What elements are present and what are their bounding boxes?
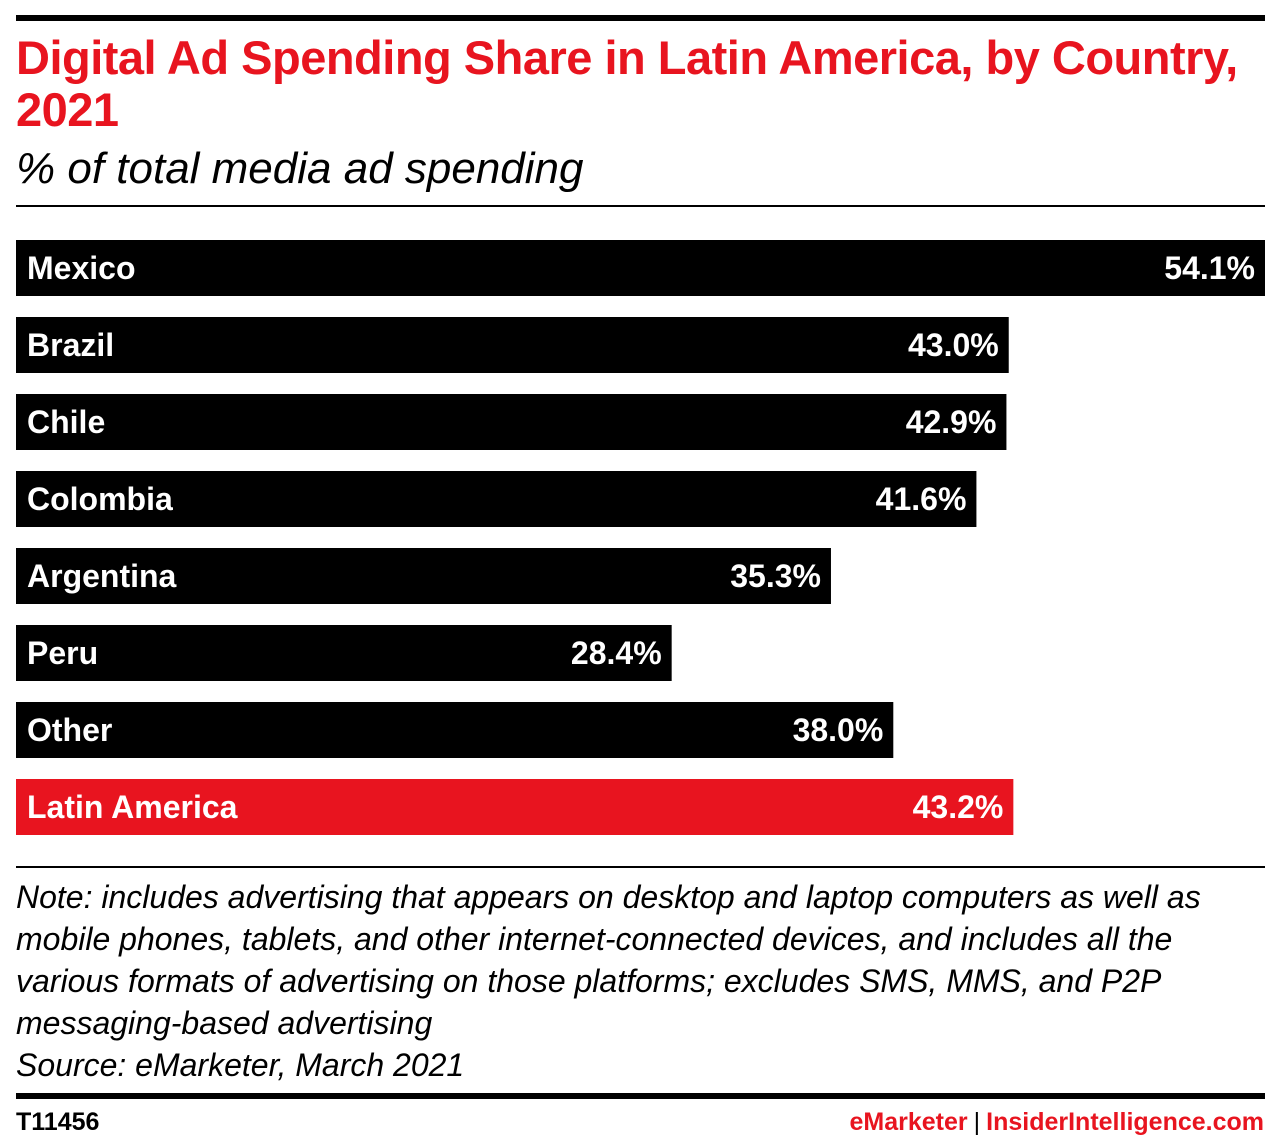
bar-group-mexico: Mexico 54.1%	[16, 240, 1265, 296]
bar-chile	[16, 394, 1007, 450]
value-label-colombia: 41.6%	[876, 481, 967, 517]
category-label-chile: Chile	[27, 404, 105, 440]
source-text: Source: eMarketer, March 2021	[16, 1047, 465, 1083]
subtitle-rule	[16, 205, 1265, 207]
bar-other	[16, 702, 894, 758]
chart-note: Note: includes advertising that appears …	[16, 876, 1266, 1086]
brand-separator: |	[973, 1108, 981, 1136]
bar-colombia	[16, 471, 977, 527]
value-label-latin-america: 43.2%	[913, 789, 1004, 825]
top-rule	[16, 15, 1265, 21]
bottom-rule	[16, 1093, 1265, 1099]
value-label-peru: 28.4%	[571, 635, 662, 671]
category-label-other: Other	[27, 712, 112, 748]
bar-latin-america	[16, 779, 1014, 835]
brand-emarketer: eMarketer	[849, 1108, 968, 1136]
bar-group-chile: Chile 42.9%	[16, 394, 1007, 450]
bar-group-other: Other 38.0%	[16, 702, 894, 758]
category-label-latin-america: Latin America	[27, 789, 238, 825]
value-label-other: 38.0%	[793, 712, 884, 748]
bar-peru	[16, 625, 672, 681]
category-label-argentina: Argentina	[27, 558, 177, 594]
bar-argentina	[16, 548, 831, 604]
footer-brand: eMarketer | InsiderIntelligence.com	[850, 1108, 1265, 1137]
bar-mexico	[16, 240, 1265, 296]
value-label-brazil: 43.0%	[908, 327, 999, 363]
chart-title: Digital Ad Spending Share in Latin Ameri…	[16, 31, 1238, 136]
bar-brazil	[16, 317, 1009, 373]
brand-insider-intelligence: InsiderIntelligence.com	[986, 1108, 1264, 1136]
chart-id: T11456	[16, 1108, 100, 1136]
chart-subtitle: % of total media ad spending	[16, 144, 584, 193]
bar-group-brazil: Brazil 43.0%	[16, 317, 1009, 373]
category-label-brazil: Brazil	[27, 327, 114, 363]
category-label-mexico: Mexico	[27, 250, 135, 286]
note-text: Note: includes advertising that appears …	[16, 879, 1201, 1041]
bar-group-colombia: Colombia 41.6%	[16, 471, 977, 527]
bar-group-latin-america: Latin America 43.2%	[16, 779, 1014, 835]
value-label-argentina: 35.3%	[730, 558, 821, 594]
bar-chart: Mexico 54.1% Brazil 43.0% Chile 42.9% Colombia…	[16, 240, 1265, 835]
value-label-mexico: 54.1%	[1164, 250, 1255, 286]
category-label-peru: Peru	[27, 635, 98, 671]
note-rule	[16, 866, 1265, 868]
bar-group-peru: Peru 28.4%	[16, 625, 672, 681]
bar-group-argentina: Argentina 35.3%	[16, 548, 831, 604]
value-label-chile: 42.9%	[906, 404, 997, 440]
category-label-colombia: Colombia	[27, 481, 173, 517]
